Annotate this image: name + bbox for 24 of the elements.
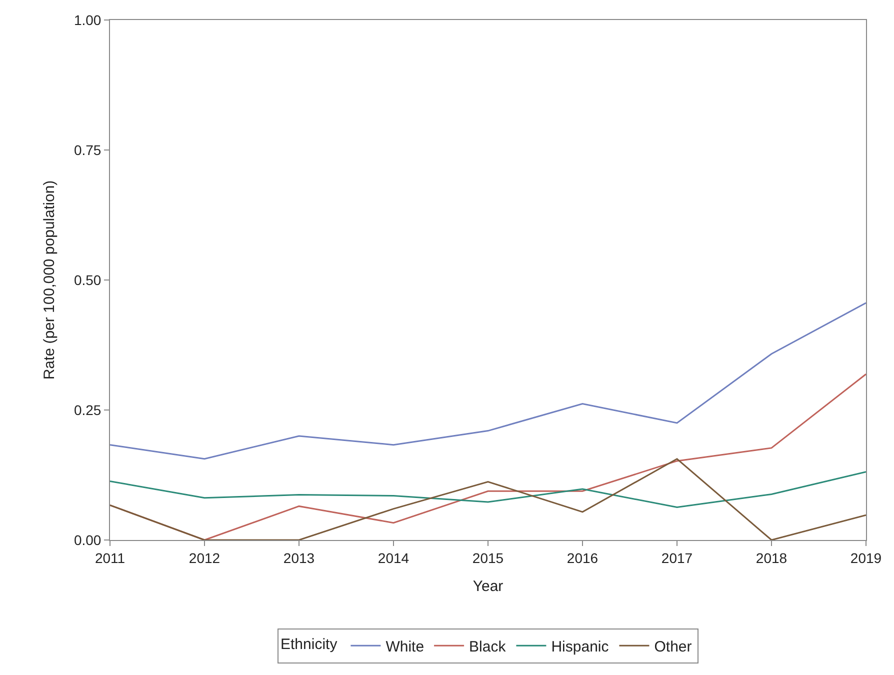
x-axis-title: Year: [472, 578, 504, 595]
legend-label: Black: [469, 638, 506, 656]
legend-title: Ethnicity: [280, 636, 338, 653]
y-tick-label: 0.50: [74, 272, 102, 288]
x-tick-label: 2018: [756, 550, 788, 566]
legend-label: White: [386, 638, 424, 656]
y-tick-label: 0.25: [74, 402, 102, 418]
x-tick-label: 2014: [378, 550, 410, 566]
line-series: [110, 458, 866, 540]
x-tick-label: 2016: [566, 550, 598, 566]
y-axis-title: Rate (per 100,000 population): [41, 180, 58, 380]
x-tick-label: 2015: [472, 550, 504, 566]
y-tick-label: 0.75: [74, 142, 102, 158]
y-tick-label: 0.00: [74, 532, 102, 548]
x-tick-label: 2012: [188, 550, 220, 566]
x-tick-label: 2019: [850, 550, 882, 566]
x-tick-label: 2013: [283, 550, 315, 566]
line-series: [110, 302, 866, 460]
x-tick-label: 2017: [661, 550, 693, 566]
y-tick-label: 1.00: [74, 12, 102, 28]
legend-label: Other: [654, 638, 692, 656]
x-tick-label: 2011: [94, 550, 126, 566]
line-series: [110, 471, 866, 508]
legend-label: Hispanic: [551, 638, 610, 656]
